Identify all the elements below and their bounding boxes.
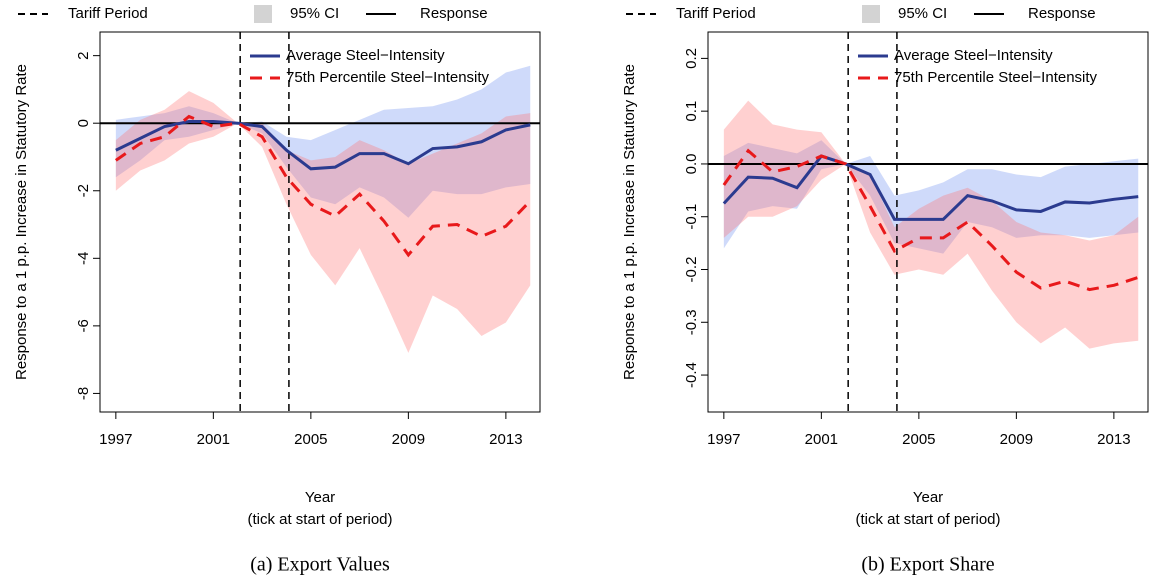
y-axis-label: Response to a 1 p.p. Increase in Statuto…: [13, 64, 30, 380]
ci-band: [723, 140, 1139, 254]
legend-label: Tariff Period: [68, 5, 148, 22]
series-line: [722, 154, 1139, 221]
series-line: [115, 120, 531, 171]
legend-label: Average Steel−Intensity: [286, 47, 445, 64]
ci-band: [115, 91, 531, 353]
panel-caption: (a) Export Values: [250, 554, 390, 576]
series-line: [114, 114, 532, 258]
legend-label: Response: [420, 5, 488, 22]
y-tick-label: 0.1: [683, 101, 700, 122]
plot-frame: [99, 31, 541, 413]
x-axis-note: (tick at start of period): [855, 511, 1000, 528]
x-tick-label: 1997: [707, 431, 740, 448]
legend-label: 75th Percentile Steel−Intensity: [894, 69, 1098, 86]
y-tick-label: 0.2: [683, 48, 700, 69]
x-tick-label: 2005: [902, 431, 935, 448]
x-tick-label: 2005: [294, 431, 327, 448]
panel-caption: (b) Export Share: [861, 554, 994, 576]
legend-swatch: [862, 5, 880, 23]
x-tick-label: 2009: [1000, 431, 1033, 448]
x-axis-note: (tick at start of period): [247, 511, 392, 528]
y-tick-label: -8: [75, 387, 92, 400]
ci-band: [723, 100, 1139, 349]
y-tick-label: 0.0: [683, 154, 700, 175]
panel: Tariff Period 95% CI Response Average Steel…: [13, 5, 541, 576]
y-tick-label: 0: [75, 119, 92, 127]
legend-label: 75th Percentile Steel−Intensity: [286, 69, 490, 86]
y-tick-label: -0.4: [683, 362, 700, 388]
legend-label: Average Steel−Intensity: [894, 47, 1053, 64]
y-axis-label: Response to a 1 p.p. Increase in Statuto…: [621, 64, 638, 380]
x-tick-label: 2001: [197, 431, 230, 448]
x-tick-label: 2001: [805, 431, 838, 448]
legend-label: 95% CI: [898, 5, 947, 22]
panel: Tariff Period 95% CI Response Average Steel…: [621, 5, 1149, 576]
y-tick-label: -0.1: [683, 204, 700, 230]
y-tick-label: -4: [75, 252, 92, 265]
x-tick-label: 2009: [392, 431, 425, 448]
y-tick-label: -2: [75, 184, 92, 197]
legend-label: Tariff Period: [676, 5, 756, 22]
y-tick-label: 2: [75, 51, 92, 59]
series-line: [722, 148, 1139, 292]
legend-label: Response: [1028, 5, 1096, 22]
legend-swatch: [254, 5, 272, 23]
x-tick-label: 2013: [1097, 431, 1130, 448]
ci-band: [115, 65, 531, 218]
y-tick-label: -0.3: [683, 309, 700, 335]
plot-frame: [707, 31, 1149, 413]
x-axis-label: Year: [305, 489, 335, 506]
y-tick-label: -0.2: [683, 257, 700, 283]
y-tick-label: -6: [75, 319, 92, 332]
legend-label: 95% CI: [290, 5, 339, 22]
x-axis-label: Year: [913, 489, 943, 506]
x-tick-label: 2013: [489, 431, 522, 448]
x-tick-label: 1997: [99, 431, 132, 448]
